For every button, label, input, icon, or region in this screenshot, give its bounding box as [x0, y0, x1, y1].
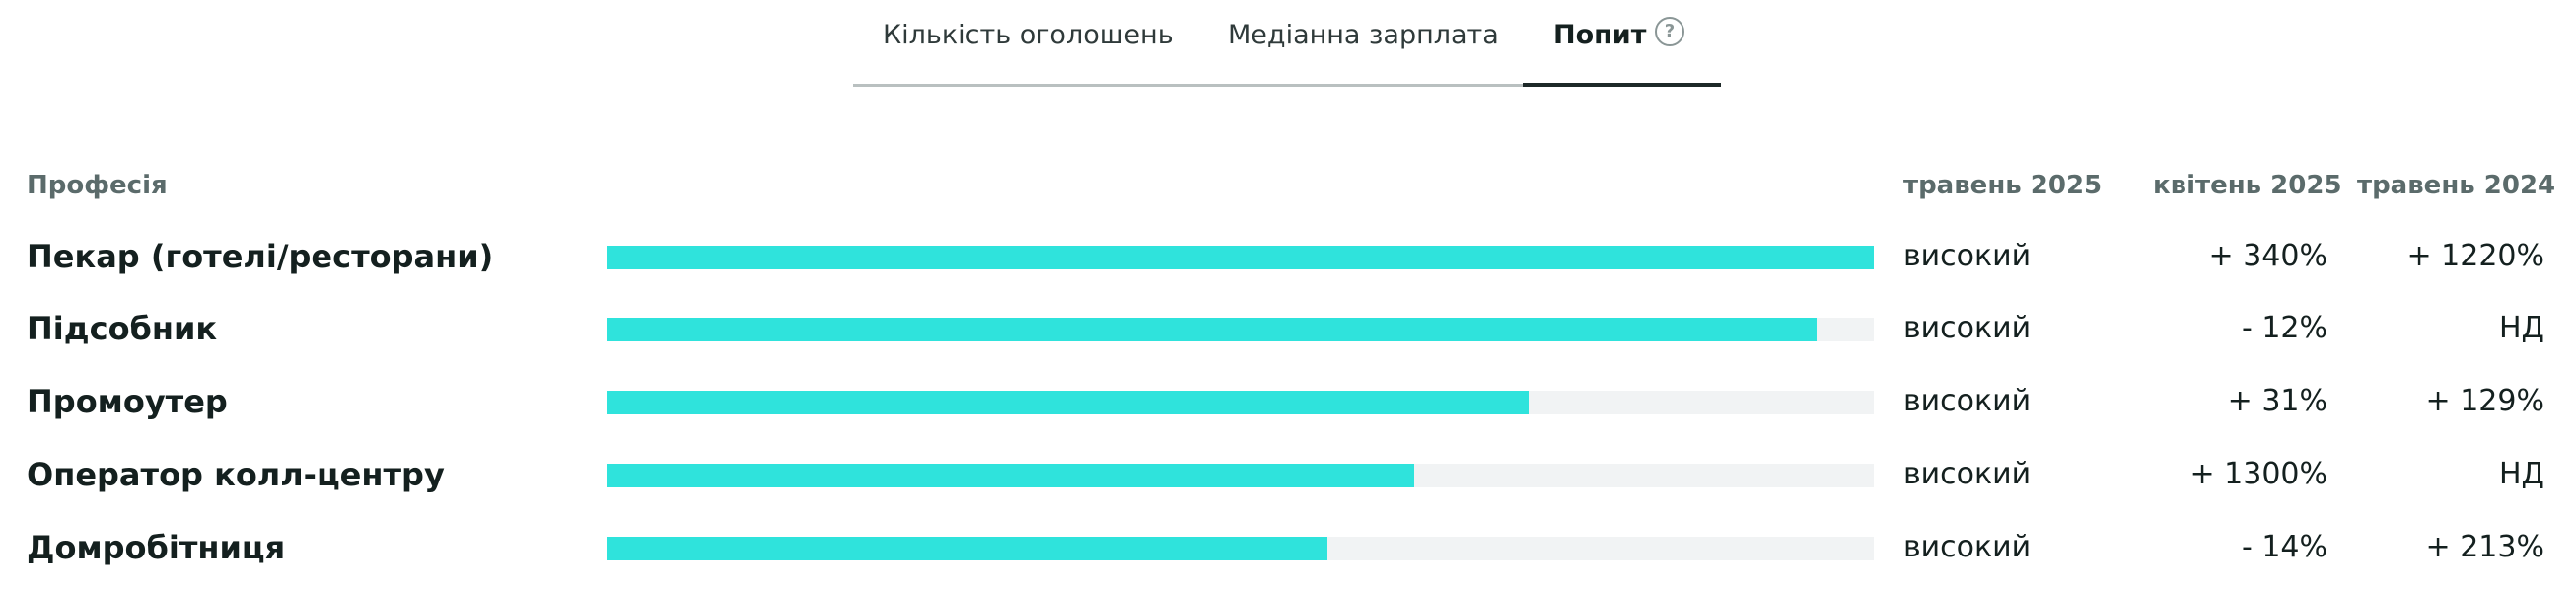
tab-listings-count[interactable]: Кількість оголошень	[883, 20, 1174, 50]
demand-bar-fill	[607, 537, 1328, 560]
table-row: Домробітниця високий - 14% + 213%	[0, 518, 2576, 577]
table-row: Оператор колл-центру високий + 1300% НД	[0, 445, 2576, 504]
column-header-may-2024: травень 2024	[2357, 171, 2556, 200]
demand-bar-fill	[607, 391, 1530, 414]
demand-level: високий	[1903, 457, 2032, 491]
demand-bar-track	[607, 318, 1874, 341]
table-row: Пекар (готелі/ресторани) високий + 340% …	[0, 227, 2576, 286]
tab-median-salary[interactable]: Медіанна зарплата	[1228, 20, 1499, 50]
table-row: Промоутер високий + 31% + 129%	[0, 372, 2576, 431]
column-header-may-2025: травень 2025	[1903, 171, 2103, 200]
demand-bar-track	[607, 391, 1874, 414]
help-circle-icon[interactable]: ?	[1655, 17, 1684, 46]
tab-bar: Кількість оголошень Медіанна зарплата По…	[853, 0, 1721, 87]
change-vs-may-2024: НД	[2499, 457, 2544, 491]
change-vs-apr-2025: + 31%	[2227, 384, 2327, 418]
demand-bar-fill	[607, 246, 1874, 269]
change-vs-apr-2025: - 12%	[2241, 311, 2327, 345]
change-vs-may-2024: НД	[2499, 311, 2544, 345]
change-vs-may-2024: + 213%	[2425, 530, 2544, 564]
demand-bar-track	[607, 464, 1874, 487]
change-vs-may-2024: + 129%	[2425, 384, 2544, 418]
profession-name: Пекар (готелі/ресторани)	[27, 238, 494, 275]
demand-bar-fill	[607, 464, 1414, 487]
profession-name: Промоутер	[27, 383, 228, 420]
column-header-apr-2025: квітень 2025	[2153, 171, 2342, 200]
tab-demand[interactable]: Попит	[1553, 20, 1647, 50]
change-vs-apr-2025: + 340%	[2208, 239, 2327, 273]
change-vs-apr-2025: + 1300%	[2189, 457, 2327, 491]
change-vs-may-2024: + 1220%	[2406, 239, 2544, 273]
demand-bar-track	[607, 246, 1874, 269]
profession-name: Оператор колл-центру	[27, 456, 445, 493]
demand-level: високий	[1903, 239, 2032, 273]
change-vs-apr-2025: - 14%	[2241, 530, 2327, 564]
demand-level: високий	[1903, 384, 2032, 418]
demand-level: високий	[1903, 311, 2032, 345]
demand-bar-fill	[607, 318, 1818, 341]
profession-name: Підсобник	[27, 310, 218, 347]
table-row: Підсобник високий - 12% НД	[0, 299, 2576, 358]
active-tab-indicator	[1523, 83, 1721, 87]
demand-bar-track	[607, 537, 1874, 560]
demand-level: високий	[1903, 530, 2032, 564]
column-header-profession: Професія	[27, 171, 168, 200]
profession-name: Домробітниця	[27, 529, 286, 566]
